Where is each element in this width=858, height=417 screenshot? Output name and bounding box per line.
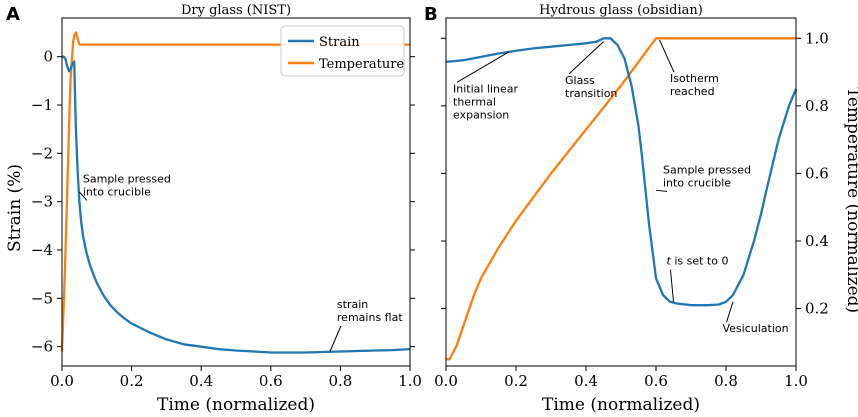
- a-ytick-label: 0: [43, 48, 53, 66]
- panel-b-frame: [445, 17, 797, 367]
- b-annotation: t is set to 0: [667, 255, 729, 268]
- b-ytick-label: 0.4: [805, 232, 829, 250]
- b-annotation-line: Sample pressed: [663, 163, 751, 176]
- b-xtick-label: 0.2: [504, 372, 528, 390]
- panel-a-title: Dry glass (NIST): [181, 3, 291, 18]
- b-annotation-line: thermal: [453, 95, 496, 108]
- b-ytick-label: 0.8: [805, 97, 829, 115]
- annotation-italic-t: t: [667, 255, 672, 268]
- b-annotation: Glass transition: [565, 74, 617, 100]
- a-xtick-label: 0.0: [50, 372, 74, 390]
- a-annotation-line: remains flat: [337, 311, 403, 324]
- b-xtick-label: 0.6: [644, 372, 668, 390]
- legend-border: [280, 25, 405, 77]
- b-temperature-line: [446, 37, 796, 361]
- a-annotation-line: strain: [337, 298, 368, 311]
- panel-b-xlabel: Time (normalized): [542, 395, 700, 415]
- b-ytick-label: 0.6: [805, 164, 829, 182]
- a-annotation-arrow: [329, 325, 342, 352]
- a-xtick-label: 1.0: [398, 372, 422, 390]
- b-xtick-label: 0.0: [434, 372, 458, 390]
- panel-a: A Dry glass (NIST) Time (normalized) Str…: [5, 3, 422, 415]
- b-annotation-line: Initial linear: [453, 82, 519, 95]
- b-annotation-arrow: [655, 189, 668, 192]
- b-annotation-line: transition: [565, 87, 617, 100]
- panel-b-label: B: [424, 4, 438, 25]
- a-temperature-line: [60, 31, 410, 352]
- panel-b-ylabel: Temperature (normalized): [843, 87, 858, 313]
- b-annotation: Vesiculation: [723, 322, 789, 335]
- b-annotation-arrow: [456, 51, 510, 83]
- panel-b-title: Hydrous glass (obsidian): [539, 3, 703, 18]
- legend-label-strain: Strain: [319, 35, 360, 50]
- b-annotation: Sample pressed into crucible: [663, 163, 751, 189]
- a-xtick-label: 0.8: [328, 372, 352, 390]
- a-annotation-line: into crucible: [83, 185, 151, 198]
- b-xtick-label: 0.8: [714, 372, 738, 390]
- panel-a-label: A: [6, 4, 20, 25]
- b-annotation-arrow: [659, 39, 675, 73]
- b-annotation-line: Isotherm: [670, 72, 719, 85]
- a-xtick-label: 0.4: [189, 372, 213, 390]
- b-annotation: Initial linear thermal expansion: [453, 82, 519, 121]
- b-xtick-label: 1.0: [784, 372, 808, 390]
- b-ytick-label: 1.0: [805, 29, 829, 47]
- b-annotation: Isotherm reached: [670, 72, 719, 98]
- b-annotation-arrow: [726, 301, 734, 323]
- b-annotation-line: into crucible: [663, 176, 731, 189]
- legend: Strain Temperature: [280, 25, 405, 77]
- b-ytick-label: 0.2: [805, 300, 829, 318]
- a-annotation-line: Sample pressed: [83, 172, 171, 185]
- a-xtick-label: 0.6: [259, 372, 283, 390]
- b-xtick-label: 0.4: [574, 372, 598, 390]
- panel-a-xlabel: Time (normalized): [157, 395, 315, 415]
- a-ytick-label: −2: [31, 144, 53, 162]
- b-annotation-arrow: [568, 41, 604, 75]
- b-annotation-line: expansion: [453, 108, 509, 121]
- panel-a-ylabel: Strain (%): [5, 164, 25, 252]
- a-strain-line: [62, 55, 411, 354]
- panel-b: B Hydrous glass (obsidian) Time (normali…: [424, 3, 858, 415]
- b-annotation-line: reached: [670, 85, 715, 98]
- a-annotation: strain remains flat: [337, 298, 403, 324]
- a-ytick-label: −3: [31, 193, 53, 211]
- b-annotation-line: t is set to 0: [667, 255, 729, 268]
- b-strain-line: [445, 37, 798, 307]
- b-annotation-line: Vesiculation: [723, 322, 789, 335]
- panel-a-frame: [61, 17, 411, 367]
- a-ytick-label: −6: [31, 338, 53, 356]
- a-annotation-arrow: [79, 191, 88, 201]
- a-ytick-label: −4: [31, 241, 53, 259]
- b-annotation-line: Glass: [565, 74, 595, 87]
- legend-label-temperature: Temperature: [319, 57, 404, 72]
- a-ytick-label: −5: [31, 289, 53, 307]
- a-xtick-label: 0.2: [120, 372, 144, 390]
- a-annotation: Sample pressed into crucible: [83, 172, 171, 198]
- b-annotation-arrow: [670, 269, 674, 302]
- a-ytick-label: −1: [31, 96, 53, 114]
